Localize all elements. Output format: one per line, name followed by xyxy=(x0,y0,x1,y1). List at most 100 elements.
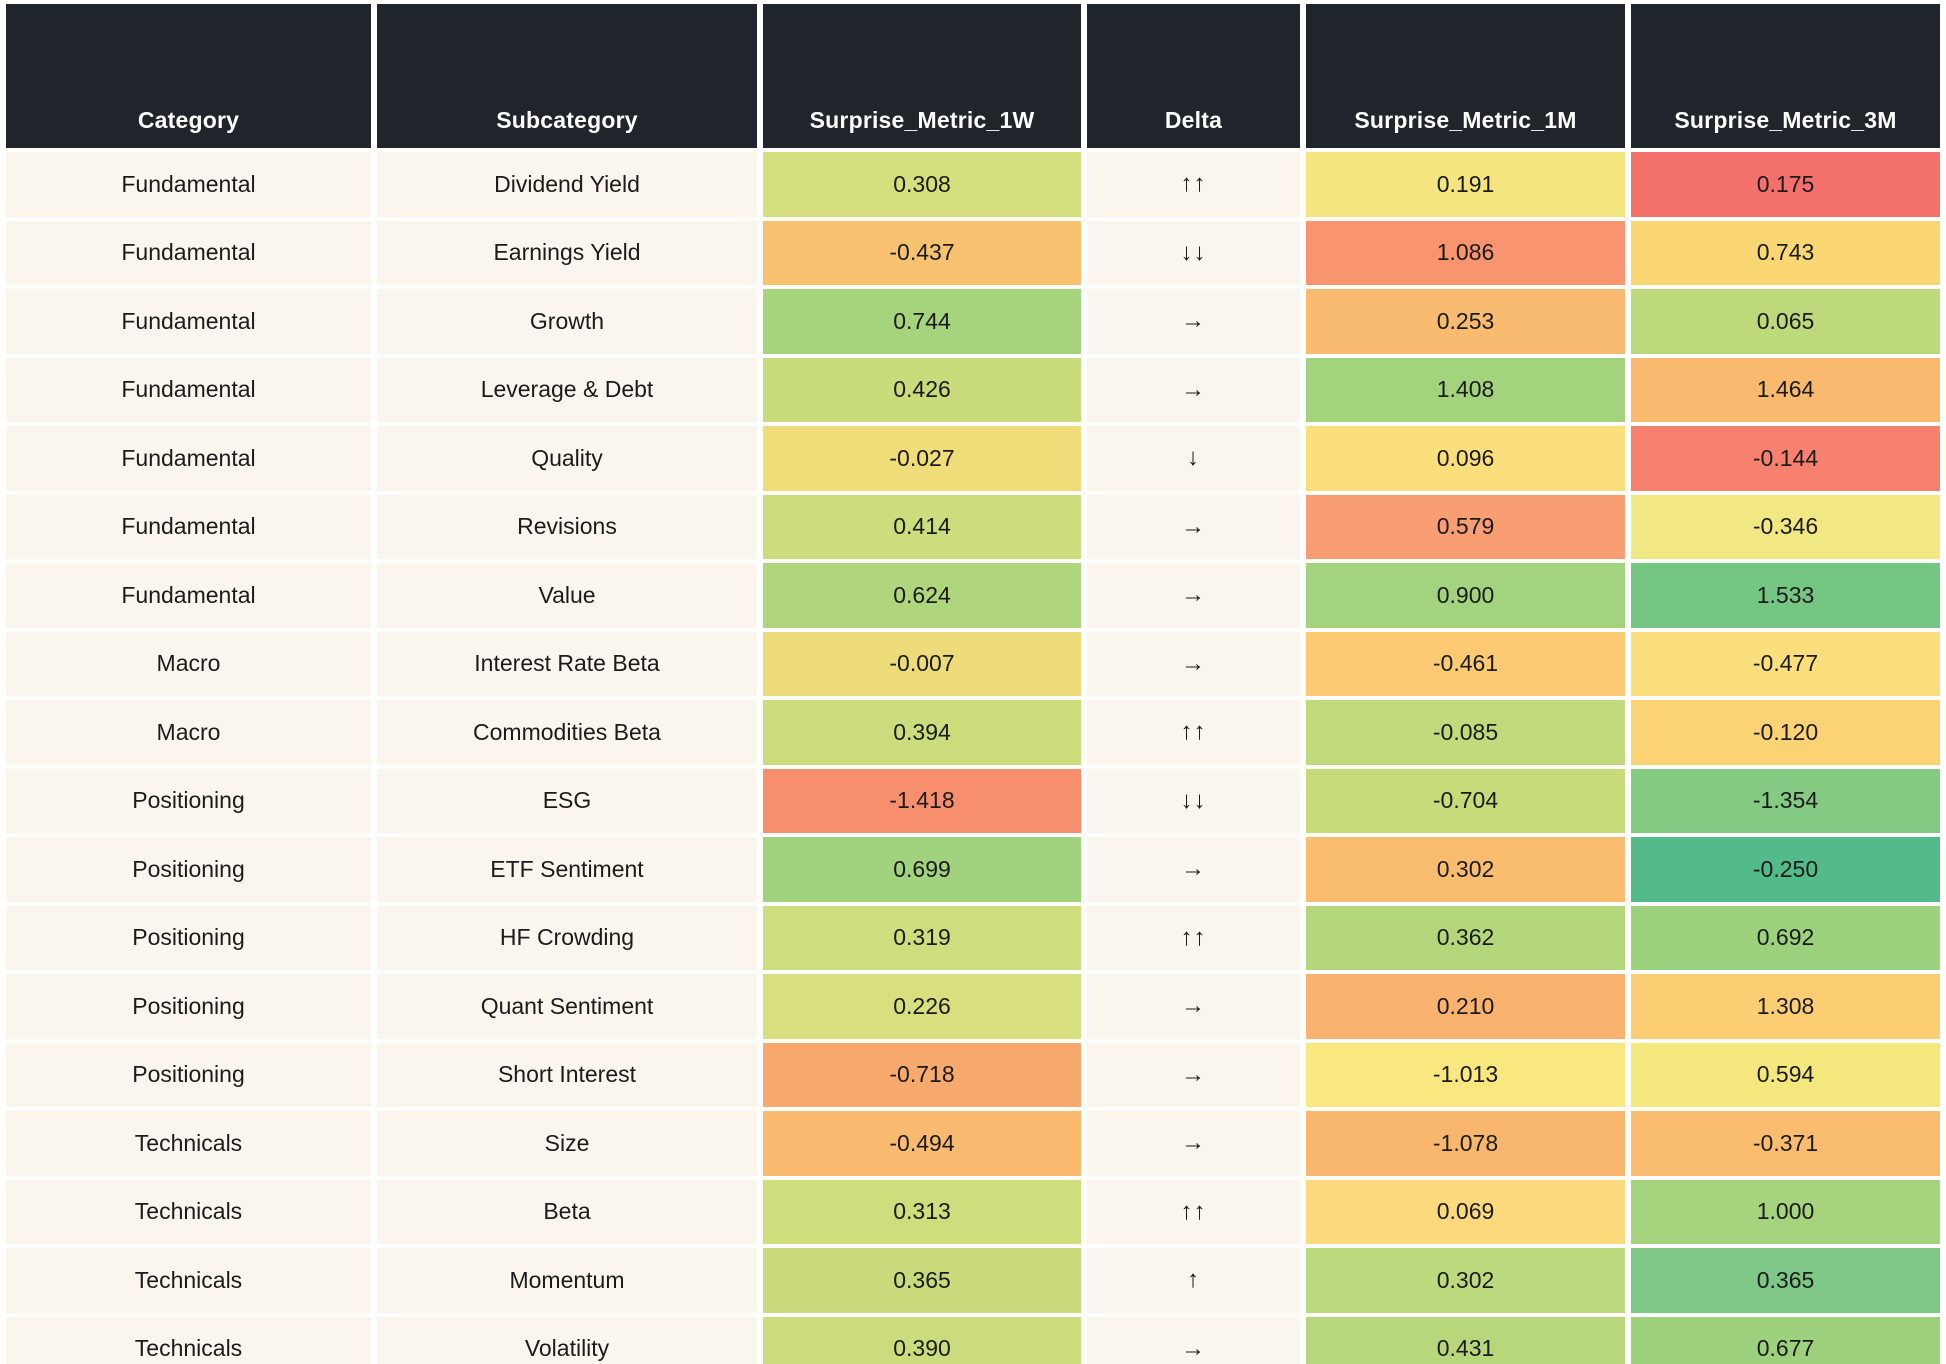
metric-3m-cell: 0.692 xyxy=(1631,905,1940,970)
table-row: Fundamental Leverage & Debt 0.426 → 1.408 1.4… xyxy=(6,357,1940,422)
column-header-subcategory: Subcategory xyxy=(377,4,757,148)
subcategory-cell: Leverage & Debt xyxy=(377,357,757,422)
metric-1w-cell: 0.308 xyxy=(763,152,1081,217)
metric-3m-cell: -0.144 xyxy=(1631,426,1940,491)
metric-3m-cell: -0.120 xyxy=(1631,700,1940,765)
table-row: Positioning ESG -1.418 ↓↓ -0.704 -1.354 xyxy=(6,768,1940,833)
table-row: Positioning ETF Sentiment 0.699 → 0.302 -0.25… xyxy=(6,837,1940,902)
metric-1w-cell: 0.313 xyxy=(763,1179,1081,1244)
delta-cell: → xyxy=(1087,631,1300,696)
metric-1m-cell: -0.085 xyxy=(1306,700,1625,765)
metric-3m-cell: 0.175 xyxy=(1631,152,1940,217)
metric-1w-cell: -0.027 xyxy=(763,426,1081,491)
delta-cell: ↑↑ xyxy=(1087,905,1300,970)
category-cell: Technicals xyxy=(6,1316,371,1364)
delta-cell: ↓↓ xyxy=(1087,220,1300,285)
delta-cell: ↑ xyxy=(1087,1248,1300,1313)
subcategory-cell: Earnings Yield xyxy=(377,220,757,285)
category-cell: Fundamental xyxy=(6,220,371,285)
metric-1w-cell: 0.319 xyxy=(763,905,1081,970)
metric-1w-cell: 0.426 xyxy=(763,357,1081,422)
category-cell: Technicals xyxy=(6,1179,371,1244)
category-cell: Technicals xyxy=(6,1111,371,1176)
category-cell: Fundamental xyxy=(6,152,371,217)
category-cell: Fundamental xyxy=(6,357,371,422)
subcategory-cell: Quant Sentiment xyxy=(377,974,757,1039)
metric-1w-cell: -0.718 xyxy=(763,1042,1081,1107)
table-header: Category Subcategory Surprise_Metric_1W … xyxy=(6,4,1940,148)
delta-cell: ↑↑ xyxy=(1087,700,1300,765)
subcategory-cell: Momentum xyxy=(377,1248,757,1313)
metric-3m-cell: 0.065 xyxy=(1631,289,1940,354)
table-row: Macro Commodities Beta 0.394 ↑↑ -0.085 -0.120 xyxy=(6,700,1940,765)
metric-1m-cell: 0.900 xyxy=(1306,563,1625,628)
subcategory-cell: Interest Rate Beta xyxy=(377,631,757,696)
category-cell: Positioning xyxy=(6,1042,371,1107)
metric-1m-cell: 0.191 xyxy=(1306,152,1625,217)
metric-1m-cell: 0.362 xyxy=(1306,905,1625,970)
metric-3m-cell: 1.000 xyxy=(1631,1179,1940,1244)
metric-1m-cell: 0.431 xyxy=(1306,1316,1625,1364)
metric-1m-cell: 0.253 xyxy=(1306,289,1625,354)
metric-1w-cell: 0.226 xyxy=(763,974,1081,1039)
category-cell: Positioning xyxy=(6,837,371,902)
subcategory-cell: Dividend Yield xyxy=(377,152,757,217)
metric-1w-cell: -1.418 xyxy=(763,768,1081,833)
table-row: Positioning Short Interest -0.718 → -1.013 0.… xyxy=(6,1042,1940,1107)
metric-1w-cell: 0.390 xyxy=(763,1316,1081,1364)
metric-1m-cell: 1.408 xyxy=(1306,357,1625,422)
delta-cell: → xyxy=(1087,494,1300,559)
delta-cell: ↑↑ xyxy=(1087,1179,1300,1244)
table-row: Technicals Momentum 0.365 ↑ 0.302 0.365 xyxy=(6,1248,1940,1313)
subcategory-cell: Revisions xyxy=(377,494,757,559)
table-row: Positioning HF Crowding 0.319 ↑↑ 0.362 0.692 xyxy=(6,905,1940,970)
table-row: Fundamental Quality -0.027 ↓ 0.096 -0.144 xyxy=(6,426,1940,491)
metric-1w-cell: 0.365 xyxy=(763,1248,1081,1313)
metric-1w-cell: -0.437 xyxy=(763,220,1081,285)
delta-cell: → xyxy=(1087,837,1300,902)
metric-3m-cell: -1.354 xyxy=(1631,768,1940,833)
delta-cell: → xyxy=(1087,974,1300,1039)
delta-cell: → xyxy=(1087,563,1300,628)
subcategory-cell: Quality xyxy=(377,426,757,491)
metric-3m-cell: -0.371 xyxy=(1631,1111,1940,1176)
category-cell: Macro xyxy=(6,631,371,696)
metric-1m-cell: -1.013 xyxy=(1306,1042,1625,1107)
category-cell: Fundamental xyxy=(6,494,371,559)
table-row: Macro Interest Rate Beta -0.007 → -0.461 -0.4… xyxy=(6,631,1940,696)
table-row: Fundamental Dividend Yield 0.308 ↑↑ 0.191 0.1… xyxy=(6,152,1940,217)
delta-cell: → xyxy=(1087,1042,1300,1107)
table-row: Technicals Size -0.494 → -1.078 -0.371 xyxy=(6,1111,1940,1176)
category-cell: Positioning xyxy=(6,768,371,833)
category-cell: Macro xyxy=(6,700,371,765)
subcategory-cell: Short Interest xyxy=(377,1042,757,1107)
metric-3m-cell: 0.677 xyxy=(1631,1316,1940,1364)
column-header-delta: Delta xyxy=(1087,4,1300,148)
delta-cell: ↑↑ xyxy=(1087,152,1300,217)
metric-1w-cell: 0.624 xyxy=(763,563,1081,628)
category-cell: Positioning xyxy=(6,905,371,970)
metric-1m-cell: 0.069 xyxy=(1306,1179,1625,1244)
metric-3m-cell: 0.365 xyxy=(1631,1248,1940,1313)
metric-1m-cell: 0.210 xyxy=(1306,974,1625,1039)
delta-cell: ↓↓ xyxy=(1087,768,1300,833)
metric-3m-cell: 0.594 xyxy=(1631,1042,1940,1107)
table-row: Fundamental Revisions 0.414 → 0.579 -0.346 xyxy=(6,494,1940,559)
subcategory-cell: Growth xyxy=(377,289,757,354)
table-row: Fundamental Value 0.624 → 0.900 1.533 xyxy=(6,563,1940,628)
metric-1m-cell: 0.302 xyxy=(1306,837,1625,902)
table-row: Technicals Beta 0.313 ↑↑ 0.069 1.000 xyxy=(6,1179,1940,1244)
table-row: Fundamental Earnings Yield -0.437 ↓↓ 1.086 0.… xyxy=(6,220,1940,285)
metric-1m-cell: -0.704 xyxy=(1306,768,1625,833)
column-header-surprise-metric-1m: Surprise_Metric_1M xyxy=(1306,4,1625,148)
subcategory-cell: ETF Sentiment xyxy=(377,837,757,902)
subcategory-cell: Commodities Beta xyxy=(377,700,757,765)
table-row: Fundamental Growth 0.744 → 0.253 0.065 xyxy=(6,289,1940,354)
metric-1m-cell: -1.078 xyxy=(1306,1111,1625,1176)
metric-1w-cell: 0.394 xyxy=(763,700,1081,765)
category-cell: Fundamental xyxy=(6,426,371,491)
delta-cell: → xyxy=(1087,1111,1300,1176)
metric-3m-cell: 1.308 xyxy=(1631,974,1940,1039)
delta-cell: → xyxy=(1087,1316,1300,1364)
